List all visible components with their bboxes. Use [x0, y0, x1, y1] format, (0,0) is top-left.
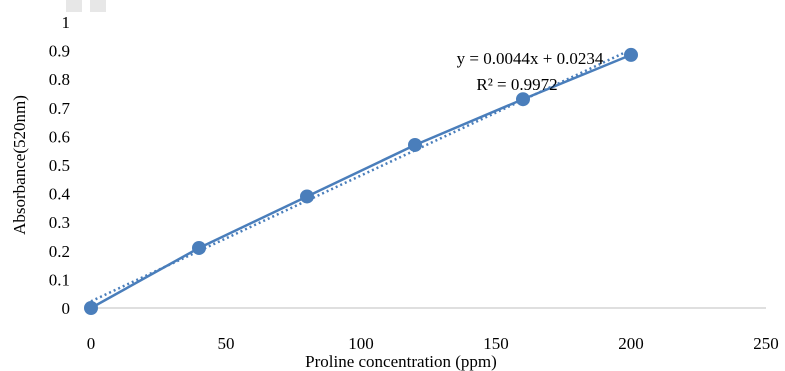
- y-tick-label: 0.5: [49, 156, 70, 175]
- x-axis-title: Proline concentration (ppm): [305, 352, 497, 371]
- data-point: [516, 92, 530, 107]
- corner-mark-left: [66, 0, 82, 12]
- x-tick-label: 150: [483, 334, 509, 353]
- data-point: [84, 301, 98, 315]
- x-tick-label: 50: [218, 334, 235, 353]
- trendline: [90, 48, 632, 303]
- data-point: [408, 137, 422, 152]
- y-tick-label: 0.8: [49, 70, 70, 89]
- data-point: [300, 189, 314, 204]
- y-tick-label: 0.6: [49, 127, 70, 146]
- x-tick-label: 200: [618, 334, 644, 353]
- y-tick-label: 0.4: [49, 185, 71, 204]
- y-tick-label: 0.3: [49, 213, 70, 232]
- x-tick-label: 0: [87, 334, 96, 353]
- y-tick-label: 0.9: [49, 42, 70, 61]
- corner-mark-right: [90, 0, 106, 12]
- r-squared-label: R² = 0.9972: [476, 75, 557, 94]
- y-tick-label: 0.2: [49, 242, 70, 261]
- y-tick-label: 0.1: [49, 270, 70, 289]
- x-tick-labels: 0 50 100 150 200 250: [87, 334, 779, 353]
- x-tick-label: 100: [348, 334, 374, 353]
- y-tick-label: 0.7: [49, 99, 71, 118]
- y-tick-label: 1: [62, 13, 71, 32]
- data-point: [624, 47, 638, 62]
- data-points: [84, 47, 638, 315]
- data-point: [192, 240, 206, 255]
- y-tick-labels: 0 0.1 0.2 0.3 0.4 0.5 0.6 0.7 0.8 0.9 1: [49, 13, 71, 318]
- equation-label: y = 0.0044x + 0.0234: [457, 49, 604, 68]
- y-axis-title: Absorbance(520nm): [10, 95, 29, 235]
- y-tick-label: 0: [62, 299, 71, 318]
- x-tick-label: 250: [753, 334, 779, 353]
